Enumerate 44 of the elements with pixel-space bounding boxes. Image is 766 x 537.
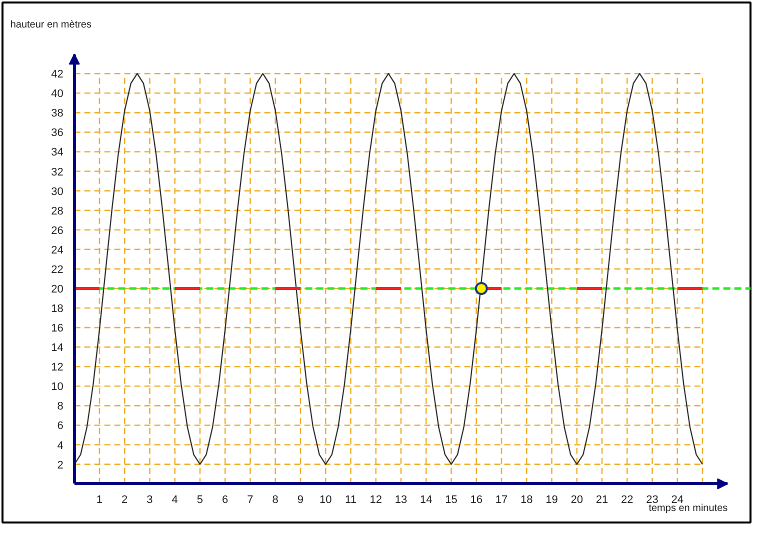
x-tick-label: 14 <box>420 494 432 506</box>
x-tick-label: 19 <box>546 494 558 506</box>
y-tick-label: 24 <box>51 244 64 256</box>
x-tick-label: 2 <box>122 494 128 506</box>
y-tick-label: 8 <box>57 400 64 413</box>
y-tick-label: 28 <box>51 205 64 218</box>
x-tick-label: 16 <box>470 494 483 506</box>
x-tick-label: 4 <box>172 494 178 506</box>
y-tick-label: 6 <box>57 420 64 432</box>
x-tick-label: 20 <box>570 494 584 506</box>
x-tick-label: 21 <box>596 494 608 506</box>
x-tick-label: 7 <box>247 494 254 506</box>
y-tick-label: 42 <box>51 68 64 81</box>
y-tick-label: 4 <box>57 440 64 452</box>
x-tick-label: 6 <box>222 494 228 506</box>
x-tick-label: 15 <box>445 494 458 506</box>
x-tick-label: 3 <box>146 494 153 506</box>
y-tick-label: 26 <box>51 224 64 237</box>
y-tick-label: 10 <box>51 381 64 394</box>
x-tick-label: 18 <box>520 494 533 506</box>
x-tick-label: 8 <box>272 494 278 506</box>
y-tick-label: 34 <box>51 146 64 159</box>
x-tick-label: 1 <box>96 494 103 506</box>
y-tick-label: 38 <box>51 108 64 120</box>
y-tick-label: 2 <box>57 459 64 472</box>
y-tick-label: 20 <box>51 283 64 296</box>
y-tick-label: 18 <box>51 303 64 316</box>
y-tick-label: 40 <box>51 88 64 100</box>
y-tick-label: 32 <box>51 166 64 178</box>
x-tick-label: 11 <box>345 494 356 506</box>
y-tick-label: 16 <box>51 322 64 335</box>
x-tick-label: 5 <box>196 494 204 506</box>
y-tick-label: 36 <box>51 127 64 140</box>
y-tick-label: 14 <box>51 342 64 354</box>
y-tick-label: 12 <box>51 362 64 374</box>
x-tick-label: 10 <box>320 494 332 506</box>
y-tick-label: 22 <box>51 264 64 276</box>
x-tick-label: 9 <box>297 494 304 506</box>
x-tick-label: 13 <box>394 494 408 506</box>
y-tick-label: 30 <box>51 186 64 198</box>
y-axis-title: hauteur en mètres <box>10 19 92 30</box>
x-tick-label: 17 <box>495 494 508 506</box>
x-tick-label: 12 <box>370 494 382 506</box>
x-tick-label: 22 <box>621 494 634 506</box>
